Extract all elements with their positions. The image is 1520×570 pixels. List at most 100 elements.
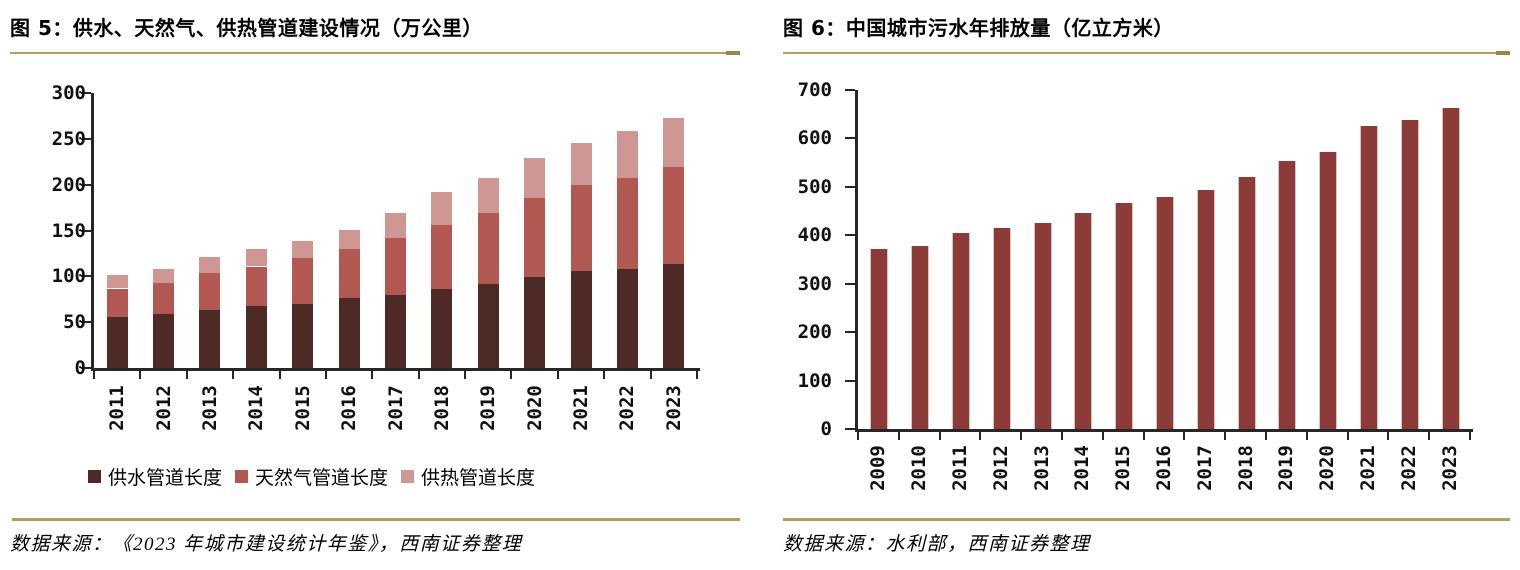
y-tickmark [81,137,91,140]
figure-6-plot [858,90,1470,429]
y-axis-tick-label: 300 [51,82,86,104]
bar-segment [911,246,929,429]
bar-segment [385,238,406,295]
x-tickmark [1020,432,1022,440]
y-axis [91,93,94,371]
y-axis-tick-label: 600 [797,127,832,150]
bar-segment [478,284,499,368]
bar-segment [524,198,545,277]
figure-5-plot [94,93,697,368]
x-tickmark [279,371,281,379]
y-axis-tick-label: 50 [63,311,86,334]
bar-segment [199,272,220,310]
bar-segment [1074,213,1092,429]
figure-5-source: 数据来源：《2023 年城市建设统计年鉴》，西南证券整理 [10,534,523,555]
x-axis-year-label: 2011 [106,385,128,431]
divider-tip [1496,51,1510,55]
bar-segment [952,233,970,429]
bar-segment [339,248,360,298]
legend-label: 供水管道长度 [108,468,223,489]
y-tickmark [845,331,855,334]
x-axis-year-label: 2019 [477,385,499,431]
y-axis [855,90,858,432]
x-axis-year-label: 2017 [385,385,407,431]
x-tickmark [464,371,466,379]
bar-segment [870,249,888,429]
x-axis-year-label: 2011 [949,445,971,491]
x-tickmark [186,371,188,379]
x-axis-year-label: 2022 [616,385,638,431]
x-tickmark [1183,432,1185,440]
x-tickmark [1347,432,1349,440]
figure-6-title: 图 6：中国城市污水年排放量（亿立方米） [783,16,1174,40]
bar-segment [524,158,545,198]
y-tickmark [845,137,855,140]
figure-6-panel: 图 6：中国城市污水年排放量（亿立方米） 数据来源：水利部，西南证券整理 0 10… [760,0,1520,570]
bar-segment [431,225,452,289]
x-axis [855,429,1473,432]
x-tickmark [1469,432,1471,440]
y-axis-tick-label: 500 [797,175,832,198]
y-axis-tick-label: 250 [51,127,86,150]
x-tickmark [139,371,141,379]
x-tickmark [557,371,559,379]
y-tickmark [845,89,855,91]
bar-segment [1278,161,1296,429]
x-tickmark [1265,432,1267,440]
bar-segment [292,258,313,304]
divider-tip [726,51,740,55]
bar-segment [385,295,406,368]
legend-label: 供热管道长度 [421,468,536,489]
figure-6-title-divider [783,51,1510,55]
bar-segment [571,185,592,271]
y-tickmark [845,379,855,382]
bar-segment [431,192,452,225]
bar-segment [107,317,128,368]
bar-segment [292,241,313,258]
x-axis-year-label: 2009 [867,445,889,491]
x-axis-year-label: 2019 [1275,445,1297,491]
x-axis-year-label: 2014 [245,385,267,431]
bar-segment [663,264,684,368]
x-axis-year-label: 2021 [1357,445,1379,491]
x-tickmark [939,432,941,440]
x-tickmark [1224,432,1226,440]
y-tickmark [845,428,855,430]
y-tickmark [81,229,91,232]
bar-segment [431,289,452,368]
bar-segment [1360,126,1378,429]
x-axis-year-label: 2012 [990,445,1012,491]
y-tickmark [81,275,91,278]
bar-segment [617,269,638,368]
bar-segment [1401,120,1419,429]
y-axis-tick-label: 0 [820,418,832,440]
bar-segment [292,304,313,368]
bar-segment [1034,223,1052,429]
x-tickmark [371,371,373,379]
x-tickmark [418,371,420,379]
y-axis-tick-label: 200 [51,173,86,196]
x-axis-year-label: 2010 [908,445,930,491]
bar-segment [1197,190,1215,429]
bar-segment [1319,152,1337,429]
x-tickmark [898,432,900,440]
bar-segment [339,298,360,368]
x-tickmark [1387,432,1389,440]
x-axis-year-label: 2014 [1071,445,1093,491]
bar-segment [478,213,499,284]
x-axis-year-label: 2016 [338,385,360,431]
x-axis-year-label: 2023 [1439,445,1461,491]
bar-segment [571,143,592,185]
bar-segment [663,118,684,167]
figure-5-bottom-divider [12,518,740,521]
bar-segment [199,257,220,273]
x-axis-year-label: 2021 [570,385,592,431]
x-tickmark [93,371,95,379]
x-axis-year-label: 2015 [292,385,314,431]
legend-label: 天然气管道长度 [255,468,389,489]
bar-segment [246,267,267,306]
legend-swatch [401,470,415,483]
figure-5-panel: 图 5：供水、天然气、供热管道建设情况（万公里） 供水管道长度 天然气管道长度 供热… [10,16,740,555]
x-tickmark [603,371,605,379]
bar-segment [524,277,545,368]
